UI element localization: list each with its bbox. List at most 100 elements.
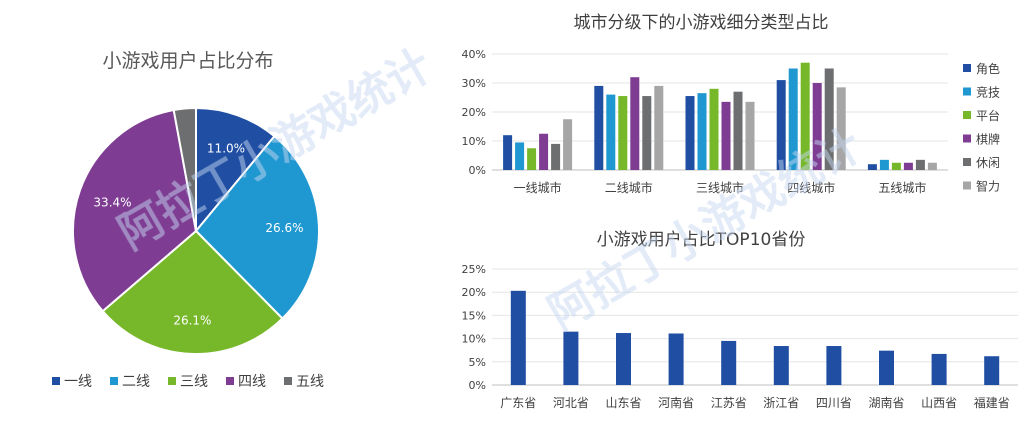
bar1-title: 城市分级下的小游戏细分类型占比 <box>574 13 829 33</box>
bar2-bar-2 <box>563 331 579 385</box>
pie-legend-label-4: 四线 <box>238 374 266 390</box>
bar2-bar-7 <box>826 346 842 385</box>
bar1-bar-角色-5 <box>867 164 877 170</box>
pie-slice-4 <box>72 108 198 313</box>
bar1-bar-竞技-5 <box>879 159 889 170</box>
bar2-bar-6 <box>773 346 789 385</box>
bar2-xtick-label-5: 江苏省 <box>711 396 747 410</box>
bar1-legend-label-1: 角色 <box>976 62 1000 76</box>
bar2-bar-1 <box>510 290 526 385</box>
pie-legend-label-3: 三线 <box>180 374 208 390</box>
bar2-xtick-label-2: 河北省 <box>553 396 589 410</box>
bar1-legend-swatch-6 <box>963 181 971 190</box>
bar2-xtick-label-10: 福建省 <box>974 395 1010 410</box>
bar1-bar-竞技-1 <box>515 142 525 170</box>
bar1-legend-label-2: 竞技 <box>976 86 1000 100</box>
bar2-ytick-label: 5% <box>469 356 486 369</box>
bar1-bar-智力-4 <box>836 87 846 170</box>
bar1-bar-竞技-4 <box>788 68 798 170</box>
bar1-bar-角色-1 <box>503 135 513 170</box>
bar1-bar-智力-2 <box>654 85 664 170</box>
bar1-legend-swatch-4 <box>963 134 971 143</box>
bar1-xtick-label-4: 四线城市 <box>787 180 835 195</box>
bar2-ytick-label: 0% <box>469 379 486 392</box>
bar1-bar-角色-3 <box>685 96 695 170</box>
bar2-bar-10 <box>984 356 1000 385</box>
bar1-bar-平台-1 <box>527 148 537 170</box>
pie-slice-3 <box>101 229 284 355</box>
pie-slice-1 <box>195 106 276 234</box>
bar2-bar-4 <box>668 333 684 385</box>
pie-slice-2 <box>194 134 320 320</box>
bar1-bar-棋牌-5 <box>903 162 913 170</box>
pie-legend-label-5: 五线 <box>296 374 324 390</box>
bar2-xtick-label-9: 山西省 <box>921 396 957 410</box>
bar1-bar-休闲-4 <box>824 68 834 170</box>
pie-legend-swatch-4 <box>226 377 234 385</box>
bar1-legend-label-6: 智力 <box>976 179 1000 194</box>
bar2-xtick-label-4: 河南省 <box>658 395 694 410</box>
province-bar-panel: 小游戏用户占比TOP10省份 0% 5% 10% 15% 20% 25% 广东省 河北省 山东省… <box>420 215 1019 420</box>
bar1-bar-棋牌-3 <box>721 101 731 170</box>
bar1-bar-平台-4 <box>800 62 810 171</box>
pie-legend-label-1: 一线 <box>64 374 92 390</box>
bar1-bar-竞技-3 <box>697 93 707 170</box>
bar1-bar-竞技-2 <box>606 94 616 170</box>
bar2-bar-5 <box>721 340 737 385</box>
bar1-xtick-label-5: 五线城市 <box>878 180 926 195</box>
bar1-xtick-label-1: 一线城市 <box>514 180 562 195</box>
bar1-legend-swatch-3 <box>963 111 971 119</box>
pie-value-label-4: 33.4% <box>93 196 131 210</box>
pie-legend-swatch-1 <box>52 377 60 385</box>
bar1-ytick-label: 30% <box>462 77 486 90</box>
pie-legend-swatch-5 <box>284 377 292 385</box>
city-tier-bar-panel: 城市分级下的小游戏细分类型占比 0% 10% 20% 30% 40% 一线城市 二线城市 三线… <box>420 0 1019 215</box>
bar1-bar-智力-5 <box>927 162 937 170</box>
pie-legend-swatch-2 <box>110 377 118 385</box>
bar1-xtick-label-2: 二线城市 <box>605 180 653 195</box>
pie-value-label-1: 11.0% <box>207 142 245 156</box>
bar2-xtick-label-1: 广东省 <box>500 396 536 410</box>
bar2-xtick-label-3: 山东省 <box>605 396 641 410</box>
pie-slice-5 <box>172 106 197 232</box>
bar1-bar-角色-2 <box>594 85 604 170</box>
bar2-ytick-label: 15% <box>462 309 486 322</box>
bar1-bar-平台-5 <box>891 162 901 170</box>
bar1-legend-swatch-1 <box>963 64 971 72</box>
bar2-title: 小游戏用户占比TOP10省份 <box>597 230 806 250</box>
bar1-bar-棋牌-4 <box>812 83 822 170</box>
bar1-ytick-label: 10% <box>462 135 486 148</box>
bar1-bar-棋牌-2 <box>630 77 640 170</box>
pie-legend-swatch-3 <box>168 377 176 385</box>
bar2-xtick-label-8: 湖南省 <box>868 395 904 410</box>
bar1-legend-swatch-2 <box>963 87 971 96</box>
bar1-bar-平台-2 <box>618 96 628 170</box>
pie-legend-label-2: 二线 <box>122 374 150 390</box>
bar2-xtick-label-7: 四川省 <box>816 396 852 410</box>
bar1-legend-label-4: 棋牌 <box>976 133 1000 147</box>
bar2-ytick-label: 25% <box>462 263 486 276</box>
pie-value-label-2: 26.6% <box>265 221 303 235</box>
pie-chart: 小游戏用户占比分布 11.0% 26.6% 26.1% 33.4% 一线 二线 三线 四线 五… <box>52 50 324 390</box>
bar2-ytick-label: 10% <box>462 333 486 346</box>
bar1-legend-label-5: 休闲 <box>976 156 1000 170</box>
pie-value-label-3: 26.1% <box>173 313 211 327</box>
bar1-bar-休闲-2 <box>642 96 652 170</box>
bar2-ytick-label: 20% <box>462 286 486 299</box>
bar1-legend-label-3: 平台 <box>976 108 1000 123</box>
city-tier-bar-chart: 城市分级下的小游戏细分类型占比 0% 10% 20% 30% 40% 一线城市 二线城市 三线… <box>462 13 1000 195</box>
bar1-ytick-label: 20% <box>462 106 486 119</box>
bar1-bar-智力-3 <box>745 101 755 170</box>
bar1-bar-棋牌-1 <box>539 133 549 170</box>
bar1-bar-角色-4 <box>776 80 786 170</box>
bar2-bar-8 <box>879 350 894 385</box>
bar1-bar-智力-1 <box>563 119 573 170</box>
pie-title: 小游戏用户占比分布 <box>102 50 273 72</box>
pie-chart-panel: 小游戏用户占比分布 11.0% 26.6% 26.1% 33.4% 一线 二线 三线 四线 五… <box>0 0 400 420</box>
bar1-xtick-label-3: 三线城市 <box>696 180 744 195</box>
bar1-ytick-label: 40% <box>462 48 486 61</box>
bar1-bar-休闲-3 <box>733 91 743 170</box>
bar1-legend-swatch-5 <box>963 158 971 166</box>
bar1-bar-平台-3 <box>709 88 719 170</box>
bar2-bar-3 <box>616 333 631 385</box>
